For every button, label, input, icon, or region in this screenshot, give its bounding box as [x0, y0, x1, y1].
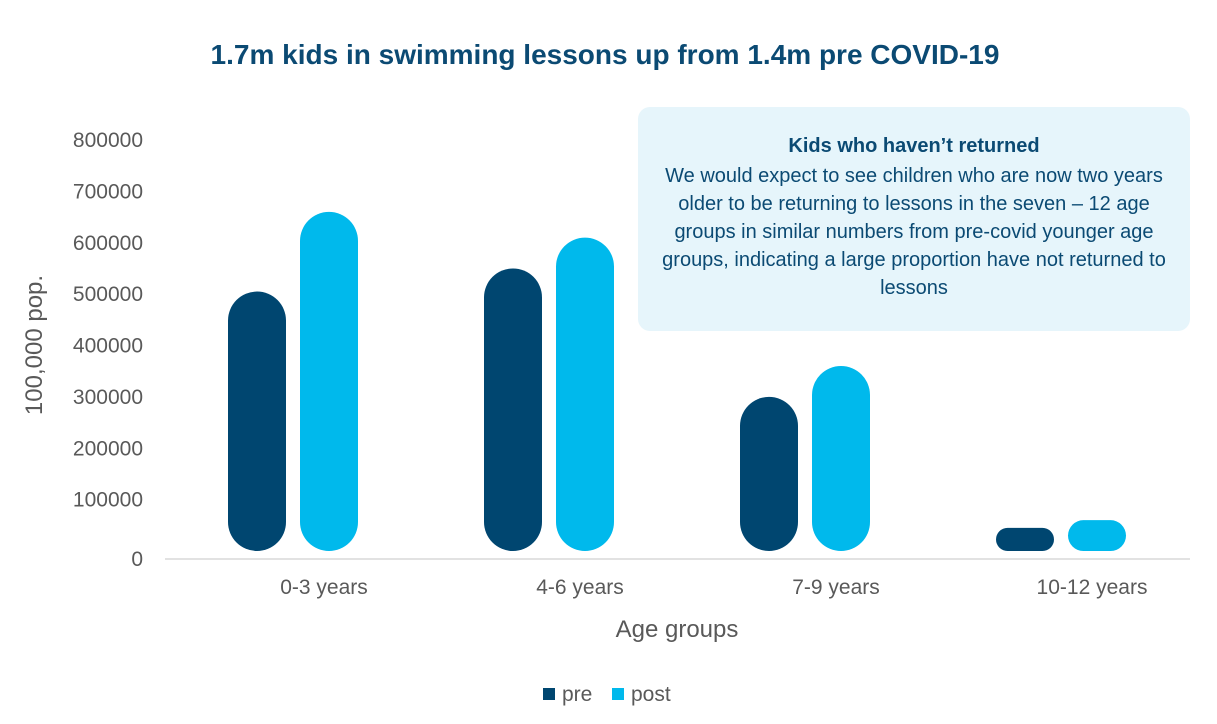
- bar-pre: [996, 527, 1054, 551]
- y-axis-label: 100,000 pop.: [21, 275, 48, 415]
- x-tick-label: 0-3 years: [280, 576, 368, 599]
- y-axis-ticks: 0 100000 200000 300000 400000 500000 600000 700…: [73, 129, 143, 571]
- legend-label-pre: pre: [562, 683, 592, 706]
- bar-pre: [228, 291, 286, 551]
- x-axis-ticks: 0-3 years 4-6 years 7-9 years 10-12 years: [280, 576, 1147, 599]
- y-tick-label: 800000: [73, 129, 143, 152]
- chart-title: 1.7m kids in swimming lessons up from 1.…: [211, 39, 1000, 70]
- bar-pre: [484, 268, 542, 551]
- annotation-box: Kids who haven’t returned We would expec…: [638, 107, 1190, 331]
- legend-label-post: post: [631, 683, 671, 706]
- bar-post: [1068, 520, 1126, 551]
- y-tick-label: 100000: [73, 489, 143, 512]
- legend: pre post: [543, 683, 671, 706]
- bar-post: [812, 366, 870, 551]
- y-tick-label: 500000: [73, 283, 143, 306]
- bar-post: [300, 211, 358, 552]
- annotation-body: We would expect to see children who are …: [662, 165, 1166, 299]
- y-tick-label: 200000: [73, 437, 143, 460]
- annotation-title: Kids who haven’t returned: [788, 135, 1040, 157]
- x-tick-label: 7-9 years: [792, 576, 880, 599]
- bar-pre: [740, 396, 798, 551]
- x-axis-label: Age groups: [616, 616, 739, 643]
- y-tick-label: 600000: [73, 232, 143, 255]
- y-tick-label: 0: [131, 548, 143, 571]
- bar-post: [556, 237, 614, 552]
- legend-swatch-post: [612, 688, 624, 700]
- y-tick-label: 700000: [73, 180, 143, 203]
- y-tick-label: 300000: [73, 386, 143, 409]
- x-tick-label: 10-12 years: [1037, 576, 1148, 599]
- x-tick-label: 4-6 years: [536, 576, 624, 599]
- y-tick-label: 400000: [73, 335, 143, 358]
- bars: [228, 211, 1126, 552]
- legend-swatch-pre: [543, 688, 555, 700]
